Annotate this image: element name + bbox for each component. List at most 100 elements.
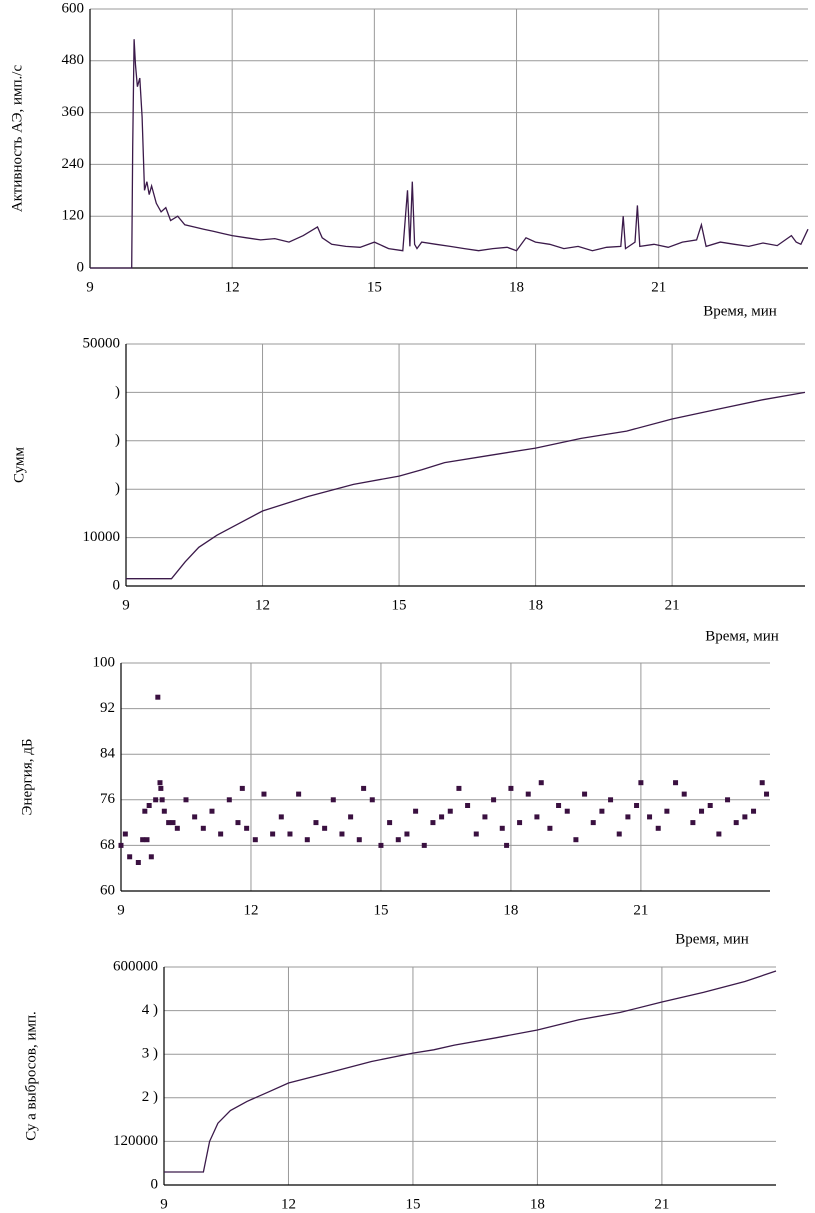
y-axis-label: Активность АЭ, имп./с: [9, 65, 25, 213]
y-tick-label: 60: [100, 882, 115, 898]
data-point: [313, 820, 319, 826]
data-point: [499, 825, 505, 831]
y-tick-label: 0: [151, 1176, 159, 1192]
data-point: [508, 785, 514, 791]
data-point: [716, 831, 722, 837]
x-tick-label: 15: [392, 597, 407, 613]
data-point: [599, 808, 605, 814]
x-tick-label: 15: [373, 902, 388, 918]
y-axis-label: Су а выбросов, имп.: [23, 1011, 39, 1141]
x-tick-label: 12: [225, 279, 240, 295]
data-point: [296, 791, 302, 797]
data-point: [348, 814, 354, 820]
data-point: [304, 837, 310, 843]
data-point: [144, 837, 150, 843]
y-tick-label: ): [115, 384, 120, 400]
data-line: [90, 39, 809, 269]
data-point: [733, 820, 739, 826]
data-point: [226, 797, 232, 803]
y-axis-label: Энергия, дБ: [19, 739, 35, 816]
data-point: [447, 808, 453, 814]
data-point: [616, 831, 622, 837]
y-axis-label: Сумм: [11, 447, 27, 483]
y-tick-label: 600000: [113, 958, 158, 974]
x-axis-label: Время, мин: [705, 628, 779, 644]
data-point: [725, 797, 731, 803]
x-tick-label: 18: [509, 279, 524, 295]
data-point: [456, 785, 462, 791]
data-point: [174, 825, 180, 831]
x-tick-label: 18: [503, 902, 518, 918]
y-tick-label: 360: [62, 104, 85, 120]
data-point: [261, 791, 267, 797]
x-tick-label: 12: [255, 597, 270, 613]
data-point: [369, 797, 375, 803]
data-point: [244, 825, 250, 831]
data-point: [421, 842, 427, 848]
data-point: [192, 814, 198, 820]
data-point: [764, 791, 770, 797]
y-tick-label: 2 ): [142, 1089, 158, 1105]
data-point: [140, 837, 146, 843]
data-point: [634, 803, 640, 808]
data-point: [127, 854, 133, 860]
data-point: [517, 820, 523, 826]
data-point: [395, 837, 401, 843]
x-tick-label: 15: [367, 279, 382, 295]
x-tick-label: 9: [117, 902, 125, 918]
data-point: [287, 831, 293, 837]
x-tick-label: 9: [122, 597, 130, 613]
data-point: [673, 780, 679, 786]
y-tick-label: 0: [113, 577, 121, 593]
data-point: [439, 814, 445, 820]
data-point: [465, 803, 471, 808]
x-tick-label: 9: [160, 1196, 168, 1212]
data-point: [252, 837, 258, 843]
data-point: [647, 814, 653, 820]
data-point: [625, 814, 631, 820]
y-tick-label: ): [115, 432, 120, 448]
data-point: [200, 825, 206, 831]
data-point: [608, 797, 614, 803]
data-point: [404, 831, 410, 837]
data-point: [582, 791, 588, 797]
x-tick-label: 21: [654, 1196, 669, 1212]
data-point: [239, 785, 245, 791]
data-point: [209, 808, 215, 814]
data-point: [742, 814, 748, 820]
y-tick-label: 0: [77, 259, 85, 275]
x-tick-label: 21: [665, 597, 680, 613]
x-tick-label: 18: [530, 1196, 545, 1212]
x-axis-label: Время, мин: [703, 303, 777, 319]
data-point: [135, 860, 141, 865]
data-point: [699, 808, 705, 814]
y-tick-label: 84: [100, 746, 116, 762]
data-point: [153, 797, 159, 803]
data-point: [547, 825, 553, 831]
data-point: [590, 820, 596, 826]
data-point: [118, 842, 124, 848]
y-tick-label: 50000: [83, 335, 121, 351]
data-point: [161, 808, 167, 814]
data-point: [387, 820, 393, 826]
data-point: [413, 808, 419, 814]
data-point: [664, 808, 670, 814]
x-tick-label: 21: [651, 279, 666, 295]
x-tick-label: 15: [405, 1196, 420, 1212]
data-point: [339, 831, 345, 837]
data-point: [235, 820, 241, 826]
data-point: [148, 854, 154, 860]
data-point: [146, 803, 152, 808]
data-point: [356, 837, 362, 843]
y-tick-label: 600: [62, 0, 85, 16]
data-point: [473, 831, 479, 837]
data-point: [322, 825, 328, 831]
x-tick-label: 18: [528, 597, 543, 613]
y-tick-label: 240: [62, 156, 85, 172]
y-tick-label: 4 ): [142, 1002, 158, 1018]
data-point: [330, 797, 336, 803]
data-point: [122, 831, 128, 837]
data-point: [170, 820, 176, 826]
y-tick-label: ): [115, 481, 120, 497]
